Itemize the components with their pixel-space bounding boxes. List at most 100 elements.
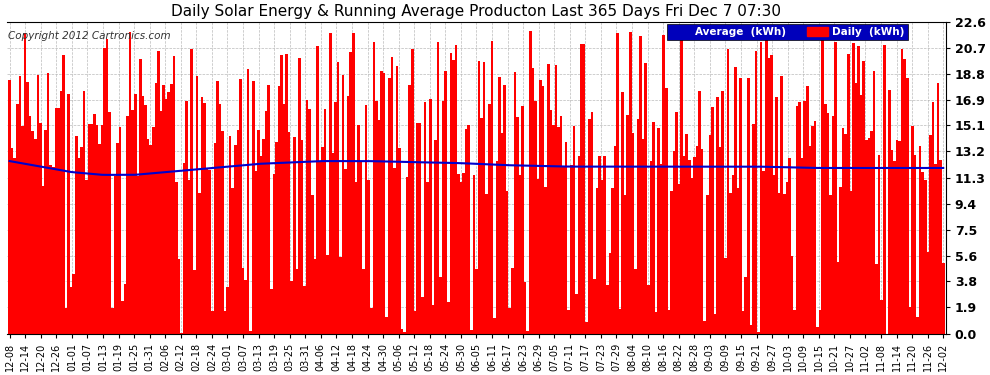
Bar	[888, 90, 891, 333]
Bar	[644, 63, 647, 333]
Bar	[272, 174, 275, 333]
Title: Daily Solar Energy & Running Average Producton Last 365 Days Fri Dec 7 07:30: Daily Solar Energy & Running Average Pro…	[171, 4, 781, 19]
Bar	[529, 31, 532, 333]
Bar	[852, 43, 854, 333]
Bar	[722, 91, 724, 333]
Bar	[327, 255, 329, 333]
Bar	[303, 286, 306, 333]
Bar	[67, 94, 70, 333]
Bar	[804, 101, 806, 333]
Bar	[824, 104, 827, 333]
Bar	[757, 332, 760, 333]
Bar	[616, 33, 619, 333]
Bar	[388, 78, 390, 333]
Bar	[565, 142, 567, 333]
Bar	[406, 177, 409, 333]
Bar	[735, 67, 737, 333]
Bar	[552, 125, 554, 333]
Bar	[127, 116, 129, 333]
Bar	[311, 195, 314, 333]
Bar	[34, 139, 37, 333]
Bar	[88, 124, 90, 333]
Bar	[219, 104, 221, 333]
Bar	[14, 158, 16, 333]
Bar	[234, 145, 237, 333]
Bar	[562, 165, 565, 333]
Bar	[485, 194, 488, 333]
Bar	[524, 282, 527, 333]
Bar	[322, 147, 324, 333]
Bar	[893, 162, 896, 333]
Bar	[642, 139, 644, 333]
Bar	[224, 312, 227, 333]
Bar	[177, 260, 180, 333]
Bar	[393, 168, 396, 333]
Bar	[472, 176, 475, 333]
Bar	[32, 130, 34, 333]
Bar	[814, 120, 817, 333]
Bar	[98, 144, 101, 333]
Bar	[296, 269, 298, 333]
Bar	[798, 102, 801, 333]
Bar	[129, 32, 132, 333]
Bar	[806, 86, 809, 333]
Bar	[667, 310, 670, 333]
Bar	[277, 86, 280, 333]
Bar	[216, 81, 219, 333]
Bar	[116, 143, 119, 333]
Bar	[142, 96, 145, 333]
Bar	[765, 40, 767, 333]
Bar	[683, 156, 685, 333]
Bar	[442, 100, 445, 333]
Bar	[42, 186, 45, 333]
Bar	[134, 94, 137, 333]
Bar	[701, 149, 704, 333]
Bar	[654, 312, 657, 333]
Bar	[627, 115, 629, 333]
Bar	[940, 160, 941, 333]
Bar	[880, 300, 883, 333]
Bar	[817, 327, 819, 333]
Bar	[75, 136, 77, 333]
Bar	[349, 52, 352, 333]
Bar	[170, 84, 172, 333]
Bar	[535, 100, 537, 333]
Bar	[665, 88, 667, 333]
Bar	[632, 134, 635, 333]
Bar	[498, 77, 501, 333]
Legend: Average  (kWh), Daily  (kWh): Average (kWh), Daily (kWh)	[667, 24, 908, 40]
Bar	[159, 111, 162, 333]
Bar	[29, 116, 32, 333]
Bar	[698, 90, 701, 333]
Bar	[629, 32, 632, 333]
Bar	[522, 106, 524, 333]
Bar	[249, 331, 252, 333]
Bar	[835, 42, 837, 333]
Bar	[898, 141, 901, 333]
Bar	[857, 46, 860, 333]
Bar	[873, 70, 875, 333]
Bar	[844, 134, 847, 333]
Bar	[919, 146, 922, 333]
Bar	[937, 84, 940, 333]
Bar	[452, 60, 454, 333]
Bar	[111, 308, 114, 333]
Bar	[724, 258, 727, 333]
Bar	[188, 180, 190, 333]
Bar	[147, 139, 149, 333]
Bar	[557, 128, 559, 333]
Bar	[90, 124, 93, 333]
Bar	[546, 64, 549, 333]
Bar	[196, 76, 198, 333]
Bar	[422, 297, 424, 333]
Bar	[332, 153, 334, 333]
Bar	[785, 182, 788, 333]
Bar	[298, 58, 301, 333]
Bar	[240, 79, 242, 333]
Bar	[51, 166, 54, 333]
Bar	[896, 140, 898, 333]
Bar	[57, 108, 59, 333]
Bar	[414, 311, 416, 333]
Bar	[309, 109, 311, 333]
Bar	[891, 150, 893, 333]
